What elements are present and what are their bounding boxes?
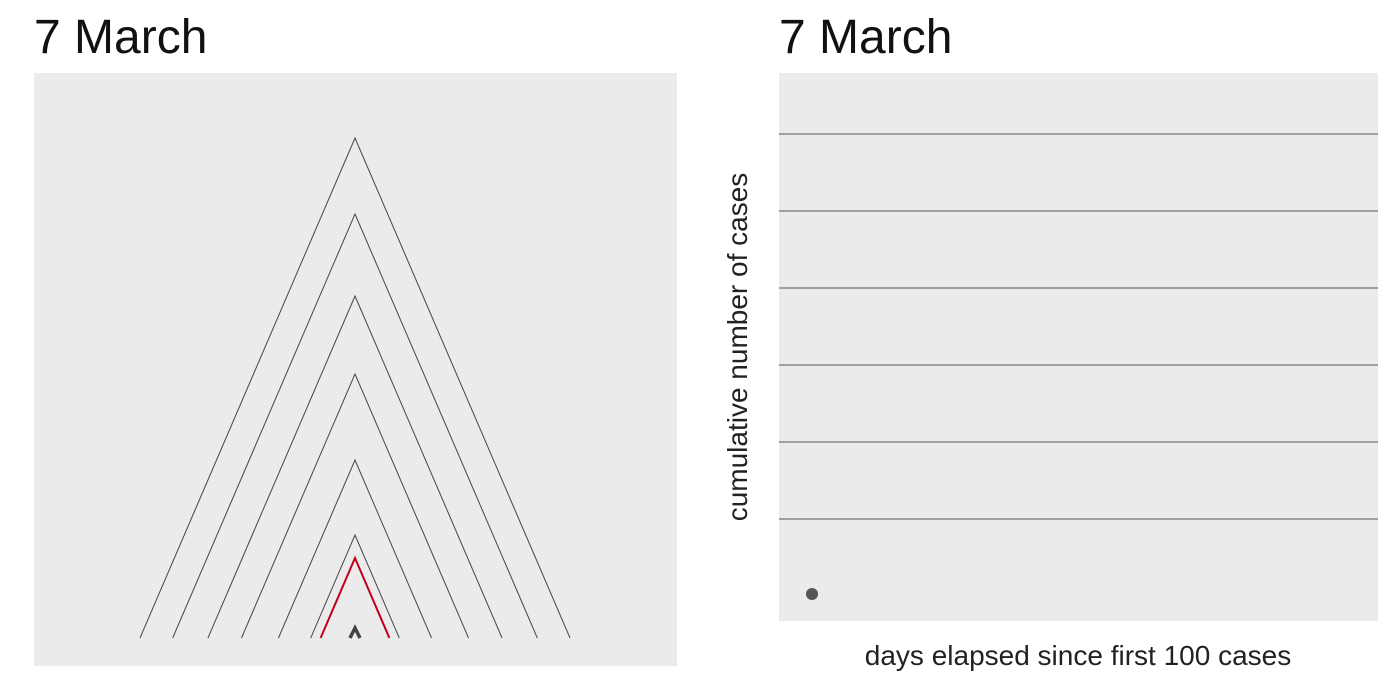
chevron-highlighted <box>319 555 391 639</box>
chevron-line <box>241 372 469 639</box>
y-axis-label: cumulative number of cases <box>722 172 753 522</box>
right-plot-area <box>779 73 1378 621</box>
chevron-chart <box>139 136 571 639</box>
x-axis-label: days elapsed since first 100 cases <box>864 640 1292 671</box>
chevron-line <box>172 212 538 639</box>
left-panel-title: 7 March <box>34 11 208 64</box>
right-panel-title: 7 March <box>779 11 953 64</box>
chevron-line <box>207 294 503 639</box>
data-point <box>806 588 818 600</box>
chevron-line <box>348 624 362 639</box>
chevron-line <box>139 136 571 639</box>
left-plot-area <box>34 73 677 666</box>
chevron-line <box>310 533 400 639</box>
scatter-chart <box>779 133 1378 600</box>
chevron-line <box>278 458 432 639</box>
